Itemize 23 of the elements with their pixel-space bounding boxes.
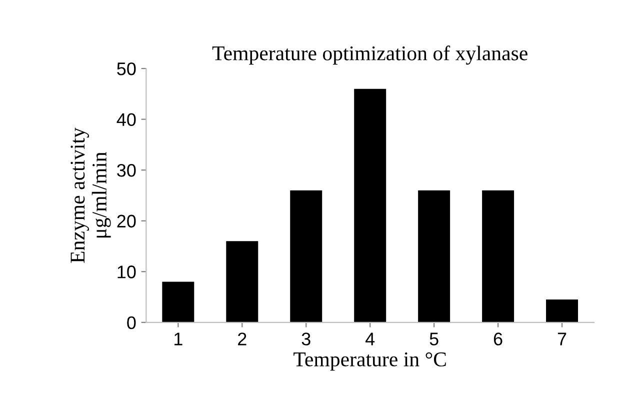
bar [354, 88, 386, 322]
bar [418, 190, 450, 322]
y-tick-label: 20 [117, 214, 136, 228]
bar [290, 190, 322, 322]
y-tick-label: 10 [118, 266, 136, 278]
y-tick-label: 0 [127, 316, 136, 330]
x-tick-label: 7 [558, 332, 566, 346]
x-tick-label: 5 [430, 332, 438, 346]
chart-title: Temperature optimization of xylanase [212, 46, 528, 65]
x-tick-label: 6 [494, 332, 502, 346]
bar [162, 282, 194, 322]
bar [226, 241, 258, 322]
x-tick-label: 3 [302, 332, 310, 346]
y-tick-label: 50 [117, 62, 136, 76]
y-tick-label: 40 [116, 113, 136, 126]
y-axis-title: Enzyme activity μg/ml/min [70, 128, 111, 263]
x-axis-title: Temperature in °C [294, 352, 446, 371]
bar [482, 190, 514, 322]
y-tick-label: 30 [117, 164, 136, 177]
x-tick-label: 2 [238, 332, 246, 346]
x-tick-label: 4 [365, 332, 375, 346]
x-tick-label: 1 [174, 332, 182, 346]
bar [546, 300, 578, 322]
